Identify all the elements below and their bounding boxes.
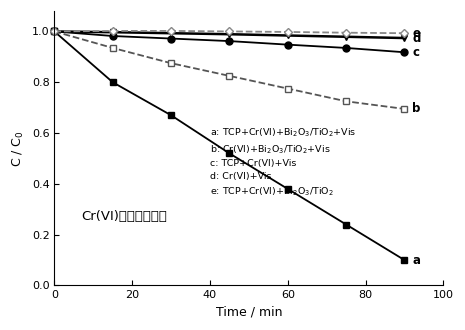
X-axis label: Time / min: Time / min (216, 306, 282, 319)
Text: d: d (412, 32, 421, 45)
Text: a: a (412, 253, 420, 267)
Text: a: TCP+Cr(VI)+Bi$_2$O$_3$/TiO$_2$+Vis
b: Cr(VI)+Bi$_2$O$_3$/TiO$_2$+Vis
c: TCP+C: a: TCP+Cr(VI)+Bi$_2$O$_3$/TiO$_2$+Vis b:… (210, 126, 357, 198)
Text: Cr(VI)还原动力曲线: Cr(VI)还原动力曲线 (82, 211, 167, 223)
Text: e: e (412, 27, 420, 40)
Y-axis label: C / C$_0$: C / C$_0$ (11, 130, 26, 167)
Text: c: c (412, 46, 419, 59)
Text: b: b (412, 102, 421, 115)
